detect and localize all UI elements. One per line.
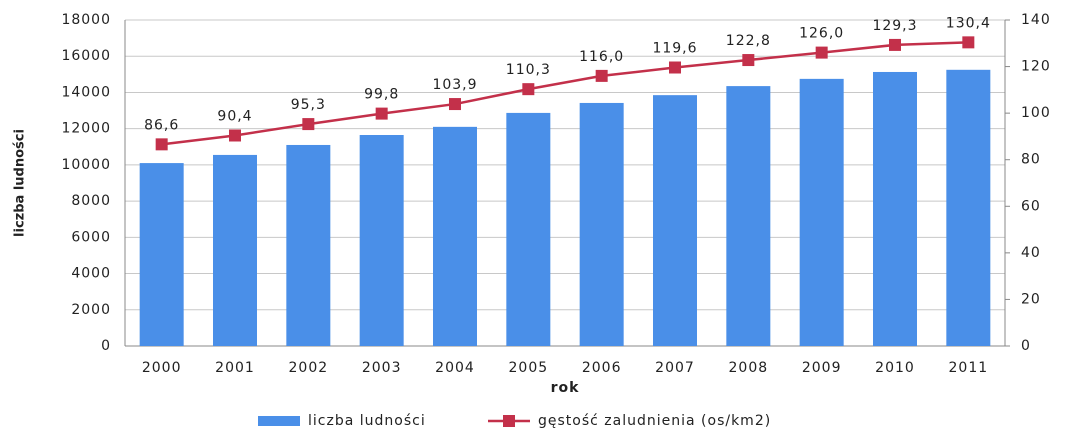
data-label: 110,3 bbox=[506, 62, 551, 78]
bar bbox=[433, 126, 477, 346]
marker bbox=[449, 98, 461, 111]
y2-tick-label: 100 bbox=[1021, 105, 1051, 121]
data-label: 116,0 bbox=[579, 49, 624, 65]
y-tick-label: 2000 bbox=[71, 302, 111, 318]
bar bbox=[726, 86, 771, 346]
bar bbox=[213, 154, 257, 346]
bar bbox=[653, 95, 697, 347]
marker bbox=[669, 61, 681, 74]
y-tick-label: 12000 bbox=[61, 121, 111, 137]
bar bbox=[359, 135, 404, 346]
data-label: 95,3 bbox=[291, 97, 326, 113]
x-tick-label: 2008 bbox=[729, 360, 769, 376]
y-axis-label: liczba ludności bbox=[13, 129, 28, 237]
data-label: 130,4 bbox=[946, 15, 991, 31]
x-tick-label: 2010 bbox=[875, 360, 915, 376]
bar bbox=[873, 71, 917, 347]
y2-tick-label: 80 bbox=[1021, 152, 1041, 168]
data-label: 86,6 bbox=[144, 117, 179, 133]
bar bbox=[946, 69, 991, 347]
y-tick-label: 14000 bbox=[61, 84, 111, 100]
y-tick-label: 16000 bbox=[61, 48, 111, 64]
marker bbox=[815, 46, 828, 59]
marker bbox=[155, 138, 168, 151]
data-label: 122,8 bbox=[726, 33, 771, 49]
marker bbox=[302, 118, 315, 131]
marker bbox=[742, 54, 755, 67]
bar bbox=[506, 112, 551, 346]
marker bbox=[229, 129, 241, 142]
y-tick-label: 8000 bbox=[71, 193, 111, 209]
y-tick-label: 18000 bbox=[61, 12, 111, 28]
y2-tick-label: 140 bbox=[1021, 12, 1051, 28]
bar bbox=[286, 144, 331, 346]
x-tick-label: 2003 bbox=[362, 360, 402, 376]
data-label: 99,8 bbox=[364, 87, 399, 103]
legend-swatch bbox=[258, 416, 300, 426]
x-tick-label: 2011 bbox=[949, 360, 989, 376]
data-label: 119,6 bbox=[652, 41, 697, 57]
y-tick-label: 10000 bbox=[61, 157, 111, 173]
x-axis-label: rok bbox=[551, 380, 580, 396]
data-label: 129,3 bbox=[872, 18, 917, 34]
y2-tick-label: 120 bbox=[1021, 59, 1051, 75]
y2-tick-label: 40 bbox=[1021, 245, 1041, 261]
x-tick-label: 2007 bbox=[655, 360, 695, 376]
bar bbox=[799, 78, 844, 346]
marker bbox=[962, 36, 975, 49]
data-label: 90,4 bbox=[217, 108, 252, 124]
marker bbox=[889, 38, 901, 51]
x-tick-label: 2001 bbox=[215, 360, 255, 376]
x-tick-label: 2009 bbox=[802, 360, 842, 376]
y2-tick-label: 0 bbox=[1021, 338, 1031, 354]
legend-marker bbox=[503, 415, 515, 427]
line bbox=[161, 41, 969, 146]
x-tick-label: 2005 bbox=[509, 360, 549, 376]
legend-label: gęstość zaludnienia (os/km2) bbox=[538, 413, 771, 429]
y-tick-label: 0 bbox=[101, 338, 111, 354]
y2-tick-label: 60 bbox=[1021, 198, 1041, 214]
x-tick-label: 2002 bbox=[289, 360, 329, 376]
y-tick-label: 6000 bbox=[71, 229, 111, 245]
y-tick-label: 4000 bbox=[71, 266, 111, 282]
data-label: 103,9 bbox=[432, 77, 477, 93]
bar bbox=[579, 102, 624, 347]
bar bbox=[139, 163, 184, 346]
x-tick-label: 2006 bbox=[582, 360, 622, 376]
marker bbox=[595, 69, 608, 82]
marker bbox=[522, 83, 535, 96]
x-tick-label: 2004 bbox=[435, 360, 475, 376]
x-tick-label: 2000 bbox=[142, 360, 182, 376]
data-label: 126,0 bbox=[799, 26, 844, 42]
marker bbox=[375, 107, 388, 120]
y2-tick-label: 20 bbox=[1021, 291, 1041, 307]
legend-label: liczba ludności bbox=[308, 413, 426, 429]
